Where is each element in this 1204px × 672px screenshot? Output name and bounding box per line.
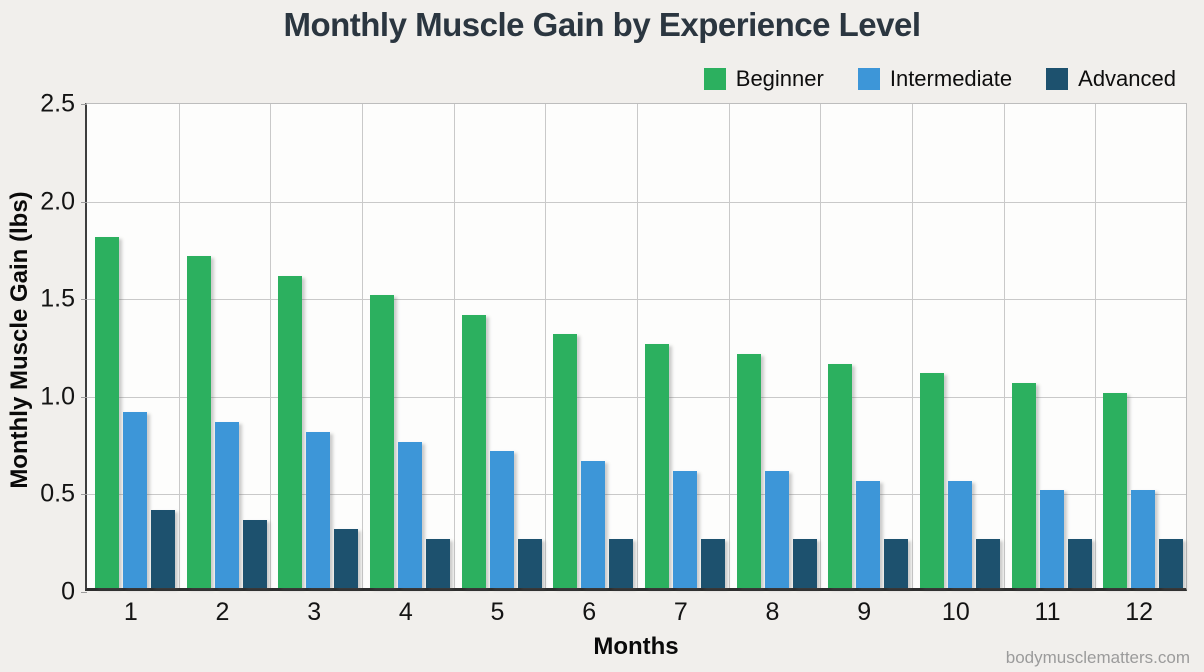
legend-label-advanced: Advanced: [1078, 66, 1176, 91]
gridline-vertical: [453, 104, 455, 588]
x-tick-label: 1: [123, 598, 138, 626]
y-tick-mark: [81, 201, 87, 203]
y-tick-label: 0.5: [40, 479, 75, 508]
bar-beginner-month-1: [95, 236, 119, 588]
bar-beginner-month-10: [920, 373, 944, 588]
y-tick-mark: [81, 494, 87, 496]
gridline-vertical: [728, 104, 730, 588]
bar-beginner-month-7: [645, 344, 669, 588]
gridline-horizontal: [87, 494, 1186, 496]
bar-intermediate-month-6: [581, 461, 606, 588]
gridline-vertical: [1095, 104, 1097, 588]
bar-beginner-month-9: [828, 363, 853, 588]
bar-beginner-month-2: [186, 256, 211, 588]
x-tick-label: 7: [673, 598, 688, 626]
x-tick-label: 9: [857, 598, 872, 626]
bar-advanced-month-4: [426, 539, 450, 588]
bar-advanced-month-9: [884, 539, 909, 588]
legend-swatch-advanced: [1046, 68, 1069, 90]
x-tick-label: 10: [941, 598, 970, 626]
bar-beginner-month-12: [1103, 392, 1128, 588]
x-axis-title: Months: [593, 633, 679, 660]
x-tick-labels: 1 2 3 4 5 6 7 8 9 10 11 12: [85, 598, 1187, 628]
bar-advanced-month-7: [701, 539, 725, 588]
gridline-horizontal: [87, 396, 1186, 398]
y-tick-mark: [81, 396, 87, 398]
legend-item-advanced: Advanced: [1046, 66, 1176, 92]
bar-beginner-month-4: [370, 295, 394, 588]
gridline-vertical: [637, 104, 638, 588]
gridline-vertical: [912, 104, 913, 588]
y-tick-label: 2.0: [40, 187, 75, 216]
x-tick-label: 12: [1125, 598, 1154, 626]
bar-advanced-month-12: [1159, 539, 1184, 588]
x-tick-label: 3: [307, 598, 322, 626]
bar-beginner-month-11: [1011, 383, 1036, 588]
y-tick-label: 1.0: [40, 382, 75, 411]
y-axis-title: Monthly Muscle Gain (lbs): [6, 191, 33, 489]
bar-intermediate-month-3: [306, 431, 331, 588]
bar-intermediate-month-8: [764, 470, 789, 588]
bar-advanced-month-5: [517, 539, 542, 588]
bar-beginner-month-6: [553, 334, 578, 588]
bar-advanced-month-8: [792, 539, 817, 588]
x-tick-label: 6: [582, 598, 597, 626]
gridline-vertical: [545, 104, 547, 588]
legend-swatch-intermediate: [857, 68, 880, 90]
y-tick-mark: [81, 299, 87, 301]
x-tick-label: 4: [398, 598, 413, 626]
bar-advanced-month-10: [976, 539, 1000, 588]
y-tick-label: 0: [61, 577, 75, 606]
legend-label-intermediate: Intermediate: [889, 66, 1013, 91]
y-tick-label: 2.5: [40, 89, 75, 118]
legend-item-beginner: Beginner: [703, 66, 824, 92]
gridline-vertical: [270, 104, 272, 588]
bar-advanced-month-11: [1067, 539, 1092, 588]
bar-intermediate-month-10: [948, 480, 972, 588]
bar-intermediate-month-5: [489, 451, 514, 588]
x-tick-label: 2: [215, 598, 230, 626]
bar-advanced-month-1: [151, 509, 175, 588]
gridline-horizontal: [87, 299, 1186, 301]
gridline-horizontal: [87, 201, 1186, 203]
legend-swatch-beginner: [703, 68, 726, 90]
bar-advanced-month-2: [242, 519, 267, 588]
bar-intermediate-month-7: [673, 470, 697, 588]
y-tick-mark: [81, 592, 87, 593]
legend: Beginner Intermediate Advanced: [703, 66, 1176, 92]
bar-advanced-month-3: [334, 529, 359, 588]
y-tick-mark: [81, 104, 87, 105]
gridline-vertical: [178, 104, 180, 588]
bar-intermediate-month-9: [856, 480, 881, 588]
legend-item-intermediate: Intermediate: [857, 66, 1013, 92]
bar-advanced-month-6: [609, 539, 634, 588]
bar-intermediate-month-4: [398, 441, 422, 588]
x-tick-label: 5: [490, 598, 505, 626]
bar-intermediate-month-1: [123, 412, 147, 588]
watermark: bodymusclematters.com: [1005, 648, 1190, 667]
bar-beginner-month-8: [736, 353, 761, 588]
x-tick-label: 11: [1034, 598, 1061, 626]
gridline-vertical: [362, 104, 363, 588]
bar-intermediate-month-2: [214, 422, 239, 588]
bar-beginner-month-5: [461, 314, 486, 588]
chart-title: Monthly Muscle Gain by Experience Level: [283, 6, 921, 43]
gridline-vertical: [1003, 104, 1005, 588]
bar-beginner-month-3: [278, 275, 303, 588]
x-tick-label: 8: [765, 598, 780, 626]
y-tick-label: 1.5: [40, 284, 75, 313]
bar-intermediate-month-12: [1131, 490, 1156, 588]
gridline-vertical: [820, 104, 822, 588]
plot-area: 0 0.5 1.0 1.5 2.0 2.5: [40, 90, 1187, 606]
legend-label-beginner: Beginner: [735, 66, 824, 91]
bar-intermediate-month-11: [1039, 490, 1064, 588]
